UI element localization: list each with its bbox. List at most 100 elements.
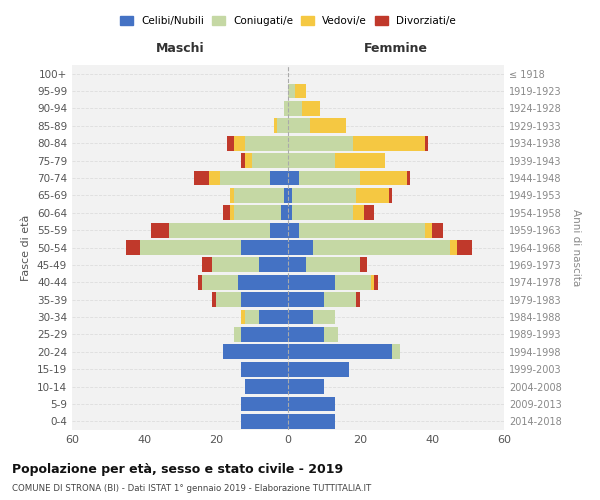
Text: COMUNE DI STRONA (BI) - Dati ISTAT 1° gennaio 2019 - Elaborazione TUTTITALIA.IT: COMUNE DI STRONA (BI) - Dati ISTAT 1° ge… <box>12 484 371 493</box>
Bar <box>450 240 457 255</box>
Bar <box>364 206 374 220</box>
Bar <box>234 136 245 150</box>
Bar <box>299 222 425 238</box>
Bar <box>292 206 353 220</box>
Bar <box>457 240 472 255</box>
Bar <box>360 170 407 186</box>
Bar <box>223 344 288 359</box>
Bar <box>288 84 295 98</box>
Bar <box>212 258 259 272</box>
Bar <box>241 414 288 428</box>
Y-axis label: Anni di nascita: Anni di nascita <box>571 209 581 286</box>
Bar <box>202 258 212 272</box>
Bar <box>230 206 234 220</box>
Bar <box>288 344 392 359</box>
Bar <box>360 258 367 272</box>
Bar <box>209 170 220 186</box>
Bar <box>302 101 320 116</box>
Text: Femmine: Femmine <box>364 42 428 54</box>
Bar <box>234 188 284 202</box>
Bar <box>241 292 288 307</box>
Bar <box>425 222 432 238</box>
Bar <box>126 240 140 255</box>
Bar <box>306 258 360 272</box>
Bar <box>313 240 450 255</box>
Bar <box>389 188 392 202</box>
Bar <box>245 153 252 168</box>
Bar <box>241 153 245 168</box>
Bar <box>245 379 288 394</box>
Bar <box>245 310 259 324</box>
Bar <box>356 292 360 307</box>
Bar <box>407 170 410 186</box>
Bar <box>288 310 313 324</box>
Bar <box>335 275 371 289</box>
Bar <box>259 258 288 272</box>
Bar <box>241 310 245 324</box>
Bar <box>425 136 428 150</box>
Bar <box>212 292 216 307</box>
Bar <box>374 275 378 289</box>
Bar <box>288 275 335 289</box>
Legend: Celibi/Nubili, Coniugati/e, Vedovi/e, Divorziati/e: Celibi/Nubili, Coniugati/e, Vedovi/e, Di… <box>116 12 460 30</box>
Text: Popolazione per età, sesso e stato civile - 2019: Popolazione per età, sesso e stato civil… <box>12 462 343 475</box>
Bar <box>310 118 346 133</box>
Bar <box>216 292 241 307</box>
Bar <box>241 396 288 411</box>
Bar <box>288 292 324 307</box>
Bar <box>234 206 281 220</box>
Bar <box>284 101 288 116</box>
Bar <box>140 240 241 255</box>
Bar <box>288 222 299 238</box>
Bar <box>335 153 385 168</box>
Bar <box>245 136 288 150</box>
Bar <box>288 362 349 376</box>
Bar <box>220 170 270 186</box>
Bar <box>432 222 443 238</box>
Bar <box>292 188 356 202</box>
Bar <box>169 222 270 238</box>
Bar <box>288 118 310 133</box>
Bar <box>288 258 306 272</box>
Bar <box>241 240 288 255</box>
Bar <box>353 136 425 150</box>
Bar <box>284 188 288 202</box>
Bar <box>371 275 374 289</box>
Bar <box>202 275 238 289</box>
Bar <box>198 275 202 289</box>
Bar <box>288 170 299 186</box>
Bar <box>392 344 400 359</box>
Bar <box>281 206 288 220</box>
Text: Maschi: Maschi <box>155 42 205 54</box>
Bar <box>288 101 302 116</box>
Bar <box>241 362 288 376</box>
Bar <box>194 170 209 186</box>
Bar <box>295 84 306 98</box>
Bar <box>299 170 360 186</box>
Bar <box>151 222 169 238</box>
Bar <box>288 396 335 411</box>
Bar <box>356 188 389 202</box>
Bar <box>288 206 292 220</box>
Bar <box>230 188 234 202</box>
Bar <box>288 136 353 150</box>
Bar <box>270 222 288 238</box>
Bar <box>353 206 364 220</box>
Bar <box>324 292 356 307</box>
Bar <box>277 118 288 133</box>
Bar <box>238 275 288 289</box>
Bar <box>288 327 324 342</box>
Bar <box>288 414 335 428</box>
Bar <box>252 153 288 168</box>
Bar <box>223 206 230 220</box>
Bar <box>274 118 277 133</box>
Bar <box>324 327 338 342</box>
Bar <box>259 310 288 324</box>
Bar <box>234 327 241 342</box>
Bar <box>227 136 234 150</box>
Bar <box>288 153 335 168</box>
Bar <box>313 310 335 324</box>
Bar <box>270 170 288 186</box>
Bar <box>288 240 313 255</box>
Bar <box>241 327 288 342</box>
